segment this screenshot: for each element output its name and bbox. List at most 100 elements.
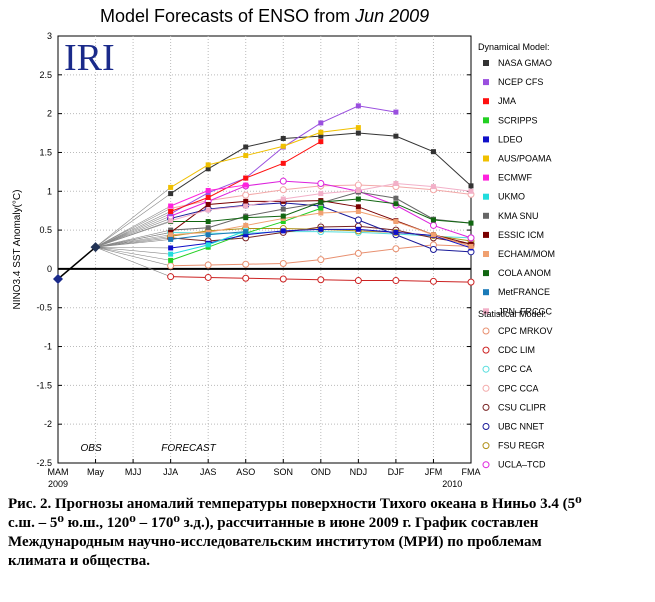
data-point <box>429 277 437 285</box>
data-point <box>318 205 324 211</box>
legend-label: KMA SNU <box>498 211 539 221</box>
x-tick-label: OND <box>311 467 332 477</box>
data-point <box>429 221 437 229</box>
forecast-link-line <box>95 218 171 248</box>
data-point <box>318 139 324 145</box>
legend-marker <box>483 79 489 86</box>
data-point <box>280 196 286 202</box>
enso-forecast-chart: Model Forecasts of ENSO from Jun 2009 -2… <box>12 6 555 489</box>
y-tick-label: 2 <box>47 109 52 119</box>
data-point <box>318 129 324 135</box>
data-point <box>354 249 362 257</box>
data-point <box>205 201 211 207</box>
data-point <box>243 222 249 228</box>
iri-logo: IRI <box>64 37 115 79</box>
legend-marker <box>483 98 489 105</box>
legend-label: ECMWF <box>498 173 532 183</box>
data-point <box>393 219 399 225</box>
data-point <box>279 186 287 194</box>
y-tick-label: 1 <box>47 186 52 196</box>
data-point <box>355 204 361 210</box>
data-point <box>468 188 474 194</box>
data-point <box>280 206 286 212</box>
data-point <box>242 260 250 268</box>
data-point <box>393 229 399 235</box>
y-tick-label: -2 <box>44 419 52 429</box>
x-tick-label: SON <box>274 467 294 477</box>
forecast-link-line <box>95 246 171 249</box>
data-point <box>355 125 361 131</box>
x-tick-label: MAM <box>48 467 69 477</box>
data-point <box>318 133 324 139</box>
data-point <box>168 232 174 238</box>
data-point <box>280 135 286 141</box>
data-point <box>279 275 287 283</box>
data-point <box>355 196 361 202</box>
y-tick-label: 0.5 <box>39 225 52 235</box>
data-point <box>243 232 249 238</box>
data-point <box>355 208 361 214</box>
data-point <box>318 226 324 232</box>
data-point <box>280 143 286 149</box>
data-point <box>354 277 362 285</box>
y-tick-label: 3 <box>47 31 52 41</box>
data-point <box>468 220 474 226</box>
forecast-link-line <box>95 215 171 248</box>
legend-label: JMA <box>498 96 516 106</box>
legend-marker <box>483 155 489 162</box>
data-point <box>243 182 249 188</box>
data-point <box>205 232 211 238</box>
legend-marker <box>483 308 489 315</box>
legend-marker <box>483 117 489 124</box>
data-point <box>355 130 361 136</box>
data-point <box>205 194 211 200</box>
forecast-link-line <box>95 187 171 248</box>
data-point <box>243 215 249 221</box>
forecast-link-line <box>95 229 171 248</box>
data-point <box>429 246 437 253</box>
data-point <box>280 160 286 166</box>
data-point <box>354 216 362 224</box>
forecast-link-line <box>95 220 171 248</box>
x-tick-label: NDJ <box>350 467 368 477</box>
obs-label: OBS <box>81 443 102 454</box>
data-point <box>318 210 324 216</box>
y-tick-label: 0 <box>47 264 52 274</box>
data-point <box>243 229 249 235</box>
x-tick-label: DJF <box>388 467 405 477</box>
data-point <box>318 120 324 126</box>
data-point <box>355 187 361 193</box>
legend-label: UBC NNET <box>498 422 545 432</box>
forecast-link-line <box>95 205 171 248</box>
data-point <box>242 191 250 199</box>
data-point <box>317 180 325 188</box>
legend-marker <box>482 327 490 335</box>
data-point <box>168 191 174 197</box>
data-point <box>205 219 211 225</box>
legend-marker <box>483 174 489 181</box>
legend-marker <box>482 442 490 450</box>
forecast-link-line <box>95 246 171 255</box>
legend-label: CPC CA <box>498 364 532 374</box>
legend-marker <box>482 384 490 392</box>
caption-line: с.ш. – 5⁰ ю.ш., 120⁰ – 170⁰ з.д.), рассч… <box>8 515 539 531</box>
legend-label: UCLA–TCD <box>498 460 546 470</box>
plot-frame <box>57 35 472 464</box>
legend-label: UKMO <box>498 192 525 202</box>
data-point <box>318 199 324 205</box>
legend-label: CPC MRKOV <box>498 326 553 336</box>
y-axis-label: NINO3.4 SST Anomaly(°C) <box>12 190 23 310</box>
data-point <box>317 276 325 284</box>
data-point <box>243 198 249 204</box>
legend-label: NASA GMAO <box>498 58 552 68</box>
data-point <box>167 273 175 281</box>
data-point <box>392 245 400 253</box>
data-point <box>355 226 361 232</box>
data-point <box>280 228 286 234</box>
data-point <box>392 277 400 285</box>
legend-heading-statistical: Statistical Model: <box>478 309 546 319</box>
y-tick-label: 1.5 <box>39 147 52 157</box>
data-point <box>168 218 174 224</box>
figure-caption: Рис. 2. Прогнозы аномалий температуры по… <box>8 495 643 571</box>
x-tick-label: FMA <box>462 467 481 477</box>
